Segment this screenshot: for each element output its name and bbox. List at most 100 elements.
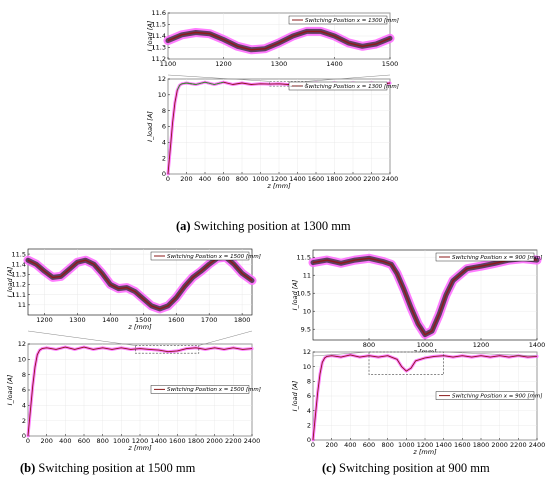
x-tick-label: 400: [59, 437, 71, 445]
chart-b_zoom: 1200 1300 1400 1500 1600 1700 1800 11 11.1 11.2 11…: [6, 248, 261, 331]
y-tick-label: 10: [158, 91, 166, 99]
x-tick-label: 1400: [529, 341, 546, 349]
x-tick-label: 800: [96, 437, 108, 445]
caption-c: (c) Switching position at 900 mm: [322, 461, 490, 476]
x-tick-label: 1200: [36, 316, 53, 324]
x-tick-label: 1600: [454, 441, 471, 449]
legend-label: Switching Position x = 1300 [mm]: [305, 18, 399, 24]
y-tick-label: 11.4: [12, 260, 26, 268]
x-tick-label: 1400: [289, 175, 306, 183]
chart-a_full: 0 200 400 600 800 1000 1200 1400 1600 1800 2000 220…: [146, 75, 399, 190]
zoom-connector-right: [443, 351, 538, 357]
legend-label: Switching Position x = 1300 [mm]: [305, 84, 399, 90]
x-tick-label: 1000: [252, 175, 269, 183]
caption-c-letter: (c): [322, 461, 336, 475]
x-tick-label: 2200: [510, 441, 527, 449]
x-tick-label: 1500: [135, 316, 152, 324]
y-axis-label: I_load [A]: [146, 111, 154, 142]
series-line: [312, 257, 538, 336]
legend-box: [435, 391, 535, 400]
x-tick-label: 800: [381, 441, 393, 449]
x-tick-label: 1800: [473, 441, 490, 449]
x-tick-label: 1300: [271, 60, 288, 68]
y-tick-label: 2: [307, 422, 311, 430]
y-axis-label: I_load [A]: [146, 20, 154, 51]
series-line: [167, 30, 391, 51]
y-tick-label: 12: [158, 75, 166, 83]
x-tick-label: 2200: [363, 175, 380, 183]
y-tick-label: 8: [162, 107, 166, 115]
y-axis-label: I_load [A]: [291, 279, 299, 310]
x-tick-label: 1200: [215, 60, 232, 68]
x-tick-label: 1300: [69, 316, 86, 324]
x-axis-label: z [mm]: [127, 323, 152, 331]
x-tick-label: 2000: [345, 175, 362, 183]
x-tick-label: 600: [217, 175, 229, 183]
y-tick-label: 11.3: [12, 271, 26, 279]
y-tick-label: 6: [22, 386, 26, 394]
y-tick-label: 6: [162, 123, 166, 131]
y-tick-label: 0: [162, 170, 166, 178]
x-tick-label: 1400: [102, 316, 119, 324]
x-tick-label: 1800: [234, 316, 251, 324]
x-tick-label: 0: [166, 175, 170, 183]
y-tick-label: 6: [307, 392, 311, 400]
chart-c_zoom: 800 1000 1200 1400 9.5 10 10.5 11 11.5 I_load [A]…: [291, 249, 546, 356]
x-tick-label: 2400: [529, 441, 546, 449]
x-tick-label: 1400: [326, 60, 343, 68]
y-tick-label: 11: [18, 301, 26, 309]
legend-box: [288, 15, 388, 25]
caption-b-text: Switching position at 1500 mm: [38, 461, 196, 475]
y-tick-label: 0: [307, 436, 311, 444]
y-tick-label: 10: [18, 356, 26, 364]
x-tick-label: 1400: [435, 441, 452, 449]
x-tick-label: 600: [363, 441, 375, 449]
x-tick-label: 1500: [382, 60, 399, 68]
x-tick-label: 200: [40, 437, 52, 445]
series-line: [27, 346, 253, 437]
y-tick-label: 11.1: [12, 291, 26, 299]
x-tick-label: 1400: [150, 437, 167, 445]
chart-a_zoom: 1100 1200 1300 1400 1500 11.2 11.3 11.4 11.5 11.6…: [146, 9, 399, 68]
legend-label: Switching Position x = 900 [mm]: [452, 393, 542, 399]
x-tick-label: 0: [26, 437, 30, 445]
y-tick-label: 8: [307, 378, 311, 386]
legend-label: Switching Position x = 900 [mm]: [452, 255, 542, 261]
legend-label: Switching Position x = 1500 [mm]: [167, 387, 261, 393]
x-tick-label: 1600: [308, 175, 325, 183]
x-tick-label: 1200: [132, 437, 149, 445]
legend-box: [150, 251, 250, 261]
zoom-region-box: [135, 345, 200, 354]
y-tick-label: 11.2: [152, 55, 166, 63]
zoom-region-box: [269, 81, 308, 87]
chart-b_full: 0 200 400 600 800 1000 1200 1400 1600 1800 2000 220…: [6, 340, 261, 452]
caption-c-text: Switching position at 900 mm: [339, 461, 490, 475]
y-axis-label: I_load [A]: [291, 380, 299, 411]
x-tick-label: 1800: [326, 175, 343, 183]
y-axis-label: I_load [A]: [6, 266, 14, 297]
y-tick-label: 10.5: [297, 289, 311, 297]
x-tick-label: 1200: [417, 441, 434, 449]
x-tick-label: 200: [325, 441, 337, 449]
series-line: [27, 256, 253, 310]
y-tick-label: 11.5: [12, 250, 26, 258]
y-tick-label: 0: [22, 432, 26, 440]
y-tick-label: 11.4: [152, 32, 166, 40]
zoom-connector-right: [306, 74, 391, 82]
chart-c_full: 0 200 400 600 800 1000 1200 1400 1600 1800 2000 220…: [291, 348, 545, 456]
x-tick-label: 1700: [201, 316, 218, 324]
y-tick-label: 11.2: [12, 281, 26, 289]
x-tick-label: 2000: [491, 441, 508, 449]
x-tick-label: 200: [180, 175, 192, 183]
y-tick-label: 2: [22, 417, 26, 425]
y-tick-label: 12: [303, 348, 311, 356]
y-tick-label: 9.5: [301, 325, 311, 333]
x-tick-label: 1600: [168, 316, 185, 324]
caption-b: (b) Switching position at 1500 mm: [20, 461, 195, 476]
zoom-region-box: [368, 351, 444, 376]
legend-label: Switching Position x = 1500 [mm]: [167, 254, 261, 260]
y-axis-label: I_load [A]: [6, 374, 14, 405]
x-axis-label: z [mm]: [412, 448, 437, 456]
x-axis-label: z [mm]: [266, 182, 291, 190]
